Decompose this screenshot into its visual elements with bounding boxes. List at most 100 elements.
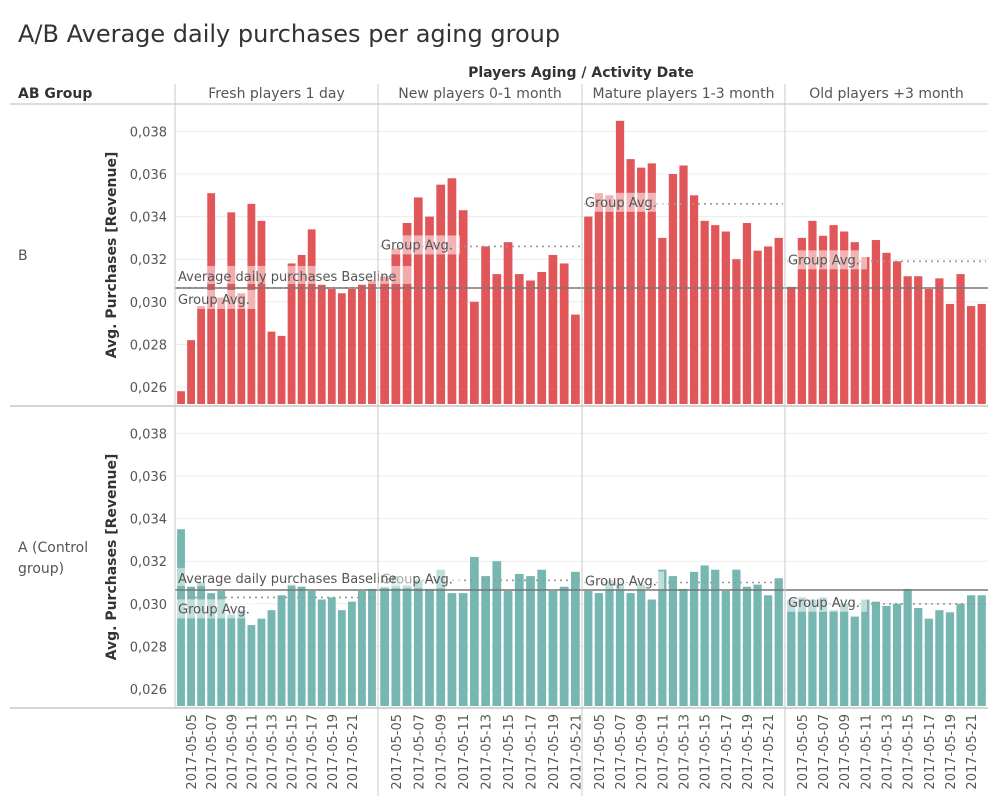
bar <box>615 584 625 706</box>
bar <box>287 263 296 404</box>
bar <box>903 276 912 404</box>
bar <box>447 593 457 706</box>
bar <box>267 610 276 706</box>
bar <box>594 193 603 404</box>
bar <box>548 254 558 404</box>
bar <box>514 573 524 706</box>
x-tick-label: 2017-05-21 <box>762 714 777 790</box>
bar <box>548 591 558 706</box>
bar <box>368 588 376 706</box>
x-tick-label: 2017-05-07 <box>817 714 832 790</box>
group-avg-label-bg <box>177 289 257 309</box>
bar <box>711 225 720 404</box>
x-tick-label: 2017-05-05 <box>185 714 200 790</box>
bar <box>797 597 806 706</box>
bar <box>924 618 933 706</box>
group-avg-label: Group Avg. <box>178 293 250 308</box>
bar <box>732 259 741 404</box>
bar <box>317 599 326 706</box>
bar <box>700 565 709 706</box>
row-field-header: AB Group <box>18 86 92 102</box>
group-avg-label-bg <box>584 192 664 212</box>
bar <box>227 614 236 706</box>
bar <box>742 222 752 404</box>
bar <box>380 586 389 706</box>
y-tick-label: 0,032 <box>130 555 167 570</box>
bar <box>584 216 593 404</box>
bar <box>924 289 933 404</box>
x-tick-label: 2017-05-09 <box>435 714 450 790</box>
bar <box>721 591 730 706</box>
bar <box>237 610 246 706</box>
x-tick-label: 2017-05-17 <box>525 714 540 790</box>
x-tick-label: 2017-05-07 <box>205 714 220 790</box>
y-tick-label: 0,032 <box>130 253 167 268</box>
x-tick-label: 2017-05-15 <box>286 714 301 790</box>
bar <box>368 280 376 404</box>
bar <box>797 237 806 404</box>
bar <box>537 569 547 706</box>
bar <box>413 197 423 404</box>
bar <box>537 271 547 404</box>
bar <box>413 580 423 706</box>
bar <box>808 599 817 706</box>
baseline-label-bg <box>177 265 413 284</box>
y-tick-label: 0,038 <box>130 427 167 442</box>
bar <box>447 178 457 404</box>
x-tick-label: 2017-05-13 <box>265 714 280 790</box>
x-tick-label: 2017-05-13 <box>678 714 693 790</box>
columns-title: Players Aging / Activity Date <box>468 65 694 81</box>
x-tick-label: 2017-05-05 <box>593 714 608 790</box>
bar <box>967 595 976 706</box>
column-header: Mature players 1-3 month <box>592 86 774 102</box>
bar <box>492 561 502 706</box>
bar <box>668 174 678 404</box>
bar <box>217 591 226 706</box>
bar <box>742 586 752 706</box>
group-avg-label-bg <box>177 599 257 619</box>
x-tick-label: 2017-05-15 <box>902 714 917 790</box>
x-tick-label: 2017-05-07 <box>412 714 427 790</box>
bar <box>584 591 593 706</box>
y-tick-label: 0,036 <box>130 470 167 485</box>
x-tick-label: 2017-05-17 <box>720 714 735 790</box>
bar <box>317 284 326 404</box>
bar <box>358 284 366 404</box>
x-tick-label: 2017-05-21 <box>965 714 980 790</box>
bar <box>267 331 276 404</box>
group-avg-label-bg <box>584 571 664 591</box>
x-tick-label: 2017-05-21 <box>569 714 584 790</box>
x-tick-label: 2017-05-17 <box>923 714 938 790</box>
bar <box>615 120 625 404</box>
y-axis-label: Avg. Purchases [Revenue] <box>104 454 120 661</box>
bar <box>637 584 646 706</box>
x-tick-label: 2017-05-05 <box>796 714 811 790</box>
bar <box>689 195 699 404</box>
group-avg-label: Group Avg. <box>788 596 860 611</box>
bar <box>436 569 446 706</box>
y-axis-label: Avg. Purchases [Revenue] <box>104 152 120 359</box>
bar <box>732 569 741 706</box>
bar <box>391 248 401 404</box>
bar <box>882 605 891 706</box>
bar <box>774 578 783 706</box>
bar <box>861 257 870 404</box>
bar <box>187 586 195 706</box>
row-group-label: B <box>18 248 28 264</box>
bar <box>787 286 796 404</box>
bar <box>956 274 965 404</box>
bar <box>829 610 838 706</box>
y-tick-label: 0,030 <box>130 296 167 311</box>
x-tick-label: 2017-05-19 <box>741 714 756 790</box>
bar <box>307 229 316 404</box>
bar <box>829 225 838 404</box>
bar <box>935 610 944 706</box>
baseline-label: Average daily purchases Baseline <box>178 572 396 587</box>
chart-title: A/B Average daily purchases per aging gr… <box>18 20 561 48</box>
y-tick-label: 0,026 <box>130 381 167 396</box>
bar <box>679 165 688 404</box>
bar <box>559 586 569 706</box>
bar <box>503 242 513 404</box>
bar <box>753 250 762 404</box>
